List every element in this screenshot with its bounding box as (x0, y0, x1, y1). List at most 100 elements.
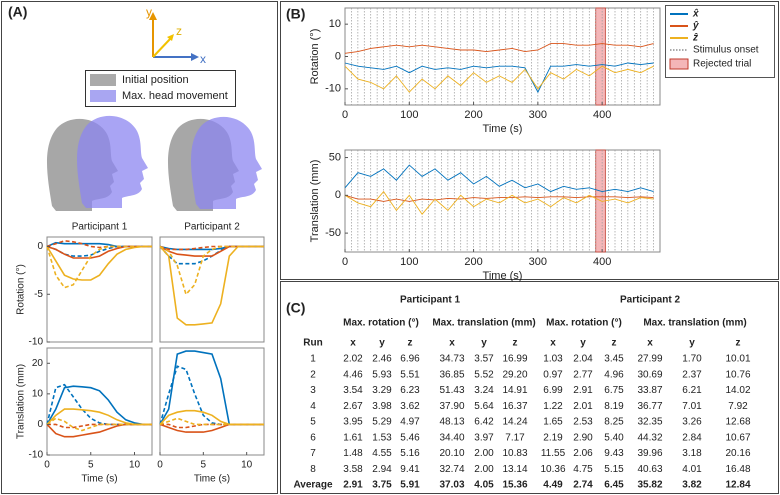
table-cell: 7.92 (728, 401, 748, 412)
x-tick-label: 10 (129, 460, 141, 471)
column-header: y (481, 338, 487, 349)
table-cell: 3.95 (343, 417, 363, 428)
column-header: z (408, 338, 413, 349)
series-line (344, 164, 654, 193)
series-line (159, 409, 264, 426)
table-cell: 9.41 (400, 464, 420, 475)
table-cell: 4 (310, 401, 316, 412)
table-cell: 5.16 (400, 448, 420, 459)
table-cell: 37.90 (439, 401, 464, 412)
y-tick-label: 0 (37, 241, 43, 252)
series-line (344, 62, 654, 94)
column-header: z (736, 338, 741, 349)
x-axis-label: Time (s) (194, 474, 230, 485)
y-tick-label: 50 (329, 151, 341, 163)
table-cell: 14.24 (502, 417, 527, 428)
y-tick-label: -50 (325, 227, 341, 239)
table-cell: 6.75 (604, 385, 624, 396)
table-cell: 3.75 (372, 480, 392, 491)
table-cell: 3.58 (343, 464, 363, 475)
table-cell: 44.32 (637, 432, 662, 443)
panel-label: (C) (286, 300, 305, 316)
x-tick-label: 0 (44, 460, 50, 471)
series-line (46, 245, 152, 289)
head-illustrations (47, 115, 262, 211)
table-cell: 5.93 (372, 369, 392, 380)
panel-label: (A) (8, 4, 27, 20)
axis-icon-label: x (200, 52, 206, 66)
table-cell: 10.76 (725, 369, 750, 380)
table-cell: 36.77 (637, 401, 662, 412)
table-cell: 1.03 (543, 354, 563, 365)
y-tick-label: 0 (335, 189, 341, 201)
table-cell: 6.21 (682, 385, 702, 396)
x-axis-label: Time (s) (483, 270, 523, 282)
table-cell: 8.19 (604, 401, 624, 412)
table-cell: 6.42 (474, 417, 494, 428)
legend-label: ẑ (692, 33, 698, 44)
table-cell: 35.82 (637, 480, 662, 491)
table-cell: Average (293, 480, 333, 491)
y-tick-label: 0 (335, 50, 341, 62)
table-cell: 1.22 (543, 401, 563, 412)
y-tick-label: 0 (37, 419, 43, 430)
table-cell: 3.62 (400, 401, 420, 412)
y-tick-label: -10 (325, 83, 341, 95)
table-cell: 4.01 (682, 464, 702, 475)
table-cell: 6.99 (543, 385, 563, 396)
table-cell: 27.99 (637, 354, 662, 365)
x-tick-label: 5 (88, 460, 94, 471)
y-axis-label: Translation (mm) (309, 160, 321, 243)
table-cell: 5.15 (604, 464, 624, 475)
y-tick-label: -5 (34, 289, 43, 300)
table-cell: 34.40 (439, 432, 464, 443)
table-cell: 3 (310, 385, 316, 396)
panel-c-frame (280, 281, 779, 494)
table-cell: 4.96 (604, 369, 624, 380)
series-line (46, 239, 152, 249)
column-header: x (350, 338, 356, 349)
x-tick-label: 100 (400, 256, 418, 268)
table-cell: 5.51 (400, 369, 420, 380)
column-header: y (689, 338, 695, 349)
series-line (344, 194, 654, 202)
panel-b-frame (280, 1, 779, 280)
x-axis-label: Time (s) (81, 474, 117, 485)
y-tick-label: -10 (29, 450, 44, 461)
table-cell: 3.54 (343, 385, 363, 396)
series-line (46, 383, 152, 426)
table-cell: 6 (310, 432, 316, 443)
legend-label: x̂ (692, 9, 699, 20)
x-tick-label: 200 (464, 109, 482, 121)
table-cell: 1.48 (343, 448, 363, 459)
column-header: z (513, 338, 518, 349)
y-axis-label: Rotation (°) (309, 29, 321, 85)
table-cell: 2.02 (343, 354, 363, 365)
chart-title: Participant 1 (72, 222, 128, 233)
x-tick-label: 5 (201, 460, 207, 471)
axis-icon-label: z (176, 24, 182, 38)
table-cell: 2.67 (343, 401, 363, 412)
table-cell: 1.61 (343, 432, 363, 443)
series-line (46, 245, 152, 281)
y-tick-label: -10 (29, 337, 44, 348)
column-header: y (379, 338, 385, 349)
table-cell: 3.97 (474, 432, 494, 443)
table-cell: 5.46 (400, 432, 420, 443)
table-cell: 2.04 (573, 354, 593, 365)
plot-area (46, 347, 153, 456)
table-cell: 2.91 (573, 385, 593, 396)
y-tick-label: 10 (329, 18, 341, 30)
table-cell: 4.46 (343, 369, 363, 380)
plot-area (159, 236, 265, 343)
series-line (159, 245, 264, 296)
x-tick-label: 10 (241, 460, 253, 471)
table-cell: 16.48 (725, 464, 750, 475)
table-cell: 16.99 (502, 354, 527, 365)
series-line (344, 43, 654, 54)
table-cell: 36.85 (439, 369, 464, 380)
table-cell: 5.52 (474, 369, 494, 380)
group-header: Participant 2 (620, 295, 680, 306)
